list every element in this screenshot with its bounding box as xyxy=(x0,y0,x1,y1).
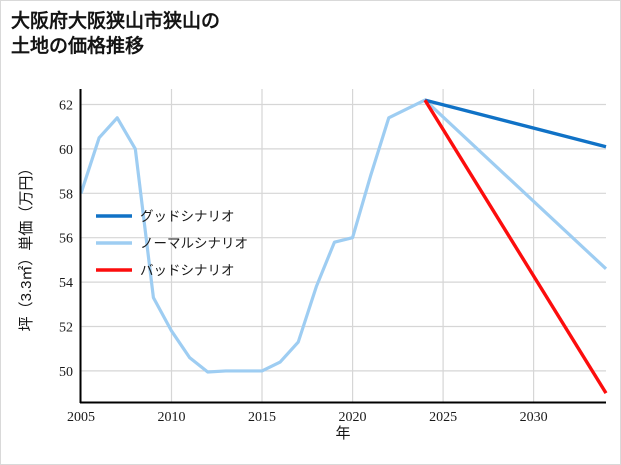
y-tick-label: 62 xyxy=(59,99,73,114)
x-tick-label: 2005 xyxy=(67,410,95,425)
x-axis-tick-labels: 2005 2010 2015 2020 2025 2030 xyxy=(67,410,548,425)
x-tick-label: 2025 xyxy=(429,410,457,425)
page-title: 大阪府大阪狭山市狭山の 土地の価格推移 xyxy=(11,11,221,58)
y-axis-tick-labels: 50 52 54 56 58 60 62 xyxy=(59,99,73,380)
y-tick-label: 54 xyxy=(59,276,73,291)
y-tick-label: 56 xyxy=(59,232,73,247)
legend-item-label: バッドシナリオ xyxy=(140,263,235,278)
legend-item-label: ノーマルシナリオ xyxy=(140,236,248,251)
y-axis-title: 坪（3.3㎡）単価（万円） xyxy=(18,161,35,332)
x-tick-label: 2015 xyxy=(248,410,276,425)
y-tick-label: 50 xyxy=(59,365,73,380)
y-tick-label: 58 xyxy=(59,187,73,202)
y-tick-label: 52 xyxy=(59,321,73,336)
x-tick-label: 2010 xyxy=(158,410,186,425)
series-lines xyxy=(79,98,608,395)
x-axis-title: 年 xyxy=(335,425,350,442)
axes-frame xyxy=(79,89,606,404)
legend-item-label: グッドシナリオ xyxy=(140,209,235,224)
x-tick-label: 2030 xyxy=(520,410,548,425)
x-tick-label: 2020 xyxy=(339,410,367,425)
y-tick-label: 60 xyxy=(59,143,73,158)
